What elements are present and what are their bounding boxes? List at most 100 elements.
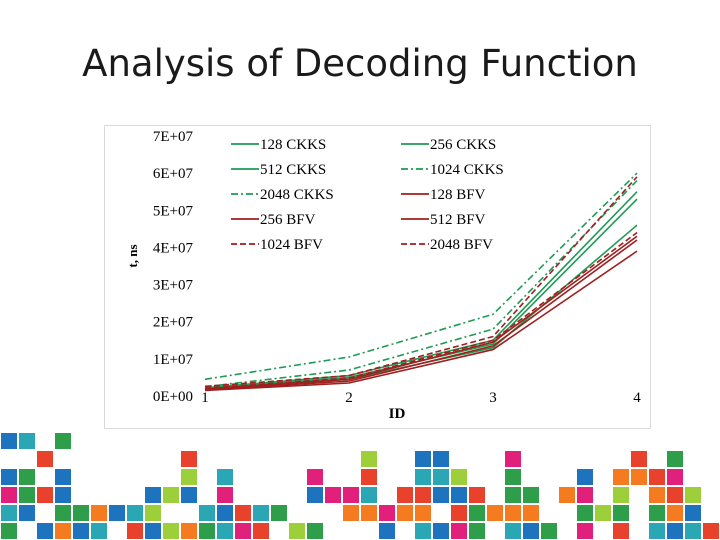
mosaic-tile	[1, 469, 17, 485]
mosaic-tile	[55, 433, 71, 449]
legend-label: 1024 BFV	[260, 237, 323, 253]
mosaic-tile	[361, 451, 377, 467]
series-line	[204, 239, 638, 391]
mosaic-tile	[55, 469, 71, 485]
mosaic-tile	[145, 505, 161, 521]
mosaic-tile	[55, 505, 71, 521]
series-line	[204, 235, 638, 390]
mosaic-tile	[613, 523, 629, 539]
mosaic-tile	[307, 487, 323, 503]
mosaic-tile	[523, 487, 539, 503]
mosaic-tile	[181, 469, 197, 485]
legend-label: 2048 CKKS	[260, 187, 334, 203]
legend-label: 128 CKKS	[260, 137, 326, 153]
mosaic-tile	[451, 487, 467, 503]
mosaic-tile	[289, 523, 305, 539]
mosaic-tile	[649, 487, 665, 503]
y-tick-label: 2E+07	[153, 315, 194, 331]
mosaic-tile	[577, 469, 593, 485]
mosaic-tile	[1, 505, 17, 521]
mosaic-tile	[505, 451, 521, 467]
mosaic-tile	[397, 487, 413, 503]
mosaic-tile	[415, 523, 431, 539]
legend-label: 512 CKKS	[260, 162, 326, 178]
mosaic-tile	[469, 505, 485, 521]
decorative-mosaic	[1, 433, 719, 539]
mosaic-tile	[667, 505, 683, 521]
mosaic-tile	[685, 487, 701, 503]
legend-label: 128 BFV	[430, 187, 486, 203]
mosaic-tile	[271, 505, 287, 521]
mosaic-tile	[181, 487, 197, 503]
mosaic-tile	[451, 469, 467, 485]
mosaic-tile	[307, 469, 323, 485]
x-tick-label: 1	[201, 390, 209, 406]
mosaic-tile	[217, 523, 233, 539]
legend-label: 256 BFV	[260, 212, 316, 228]
mosaic-tile	[667, 523, 683, 539]
mosaic-tile	[667, 469, 683, 485]
mosaic-tile	[649, 523, 665, 539]
mosaic-tile	[505, 505, 521, 521]
mosaic-tile	[163, 487, 179, 503]
mosaic-tile	[523, 523, 539, 539]
mosaic-tile	[415, 487, 431, 503]
x-tick-label: 2	[345, 390, 353, 406]
mosaic-tile	[145, 523, 161, 539]
x-axis-label: ID	[389, 406, 406, 422]
mosaic-tile	[613, 505, 629, 521]
mosaic-tile	[433, 487, 449, 503]
mosaic-tile	[415, 469, 431, 485]
legend-label: 256 CKKS	[430, 137, 496, 153]
mosaic-tile	[577, 487, 593, 503]
mosaic-tile	[181, 451, 197, 467]
mosaic-tile	[469, 523, 485, 539]
mosaic-tile	[163, 523, 179, 539]
mosaic-tile	[1, 433, 17, 449]
mosaic-tile	[595, 505, 611, 521]
mosaic-tile	[631, 451, 647, 467]
mosaic-tile	[433, 523, 449, 539]
mosaic-tile	[379, 505, 395, 521]
mosaic-tile	[1, 523, 17, 539]
mosaic-tile	[487, 505, 503, 521]
mosaic-tile	[181, 523, 197, 539]
mosaic-tile	[19, 505, 35, 521]
mosaic-tile	[505, 487, 521, 503]
mosaic-tile	[199, 523, 215, 539]
mosaic-tile	[55, 487, 71, 503]
mosaic-tile	[613, 469, 629, 485]
mosaic-tile	[667, 451, 683, 467]
x-tick-label: 4	[633, 390, 641, 406]
mosaic-tile	[37, 523, 53, 539]
mosaic-tile	[109, 505, 125, 521]
mosaic-tile	[685, 523, 701, 539]
mosaic-tile	[415, 505, 431, 521]
y-tick-label: 1E+07	[153, 352, 194, 368]
mosaic-tile	[703, 523, 719, 539]
mosaic-tile	[73, 505, 89, 521]
mosaic-tile	[577, 505, 593, 521]
mosaic-tile	[613, 487, 629, 503]
series-line	[204, 250, 638, 392]
y-tick-label: 5E+07	[153, 203, 194, 219]
mosaic-tile	[91, 523, 107, 539]
mosaic-tile	[433, 469, 449, 485]
mosaic-tile	[343, 505, 359, 521]
mosaic-tile	[235, 523, 251, 539]
mosaic-tile	[685, 505, 701, 521]
x-tick-label: 3	[489, 390, 497, 406]
mosaic-tile	[253, 523, 269, 539]
mosaic-tile	[19, 487, 35, 503]
mosaic-tile	[469, 487, 485, 503]
mosaic-tile	[451, 523, 467, 539]
mosaic-tile	[667, 487, 683, 503]
mosaic-tile	[325, 487, 341, 503]
y-tick-label: 0E+00	[153, 389, 193, 405]
mosaic-tile	[415, 451, 431, 467]
mosaic-tile	[37, 451, 53, 467]
mosaic-tile	[361, 469, 377, 485]
mosaic-tile	[55, 523, 71, 539]
legend-label: 512 BFV	[430, 212, 486, 228]
mosaic-tile	[397, 505, 413, 521]
